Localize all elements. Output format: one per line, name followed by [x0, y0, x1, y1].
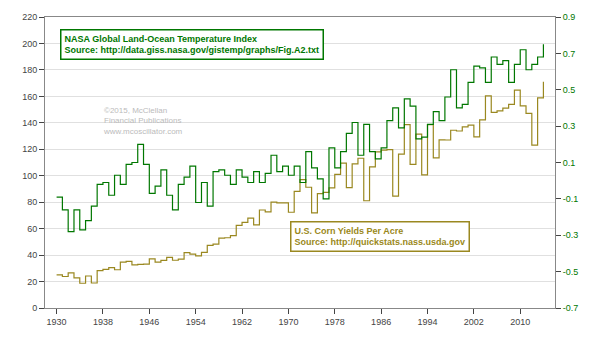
- svg-text:0.7: 0.7: [563, 49, 576, 59]
- svg-text:-0.3: -0.3: [563, 230, 579, 240]
- svg-text:100: 100: [22, 171, 37, 181]
- svg-text:NASA Global Land-Ocean Tempera: NASA Global Land-Ocean Temperature Index…: [65, 34, 320, 56]
- svg-text:-0.5: -0.5: [563, 267, 579, 277]
- svg-text:220: 220: [22, 12, 37, 22]
- svg-text:-0.1: -0.1: [563, 194, 579, 204]
- svg-text:160: 160: [22, 92, 37, 102]
- svg-text:0.9: 0.9: [563, 12, 576, 22]
- svg-text:1970: 1970: [278, 317, 298, 327]
- svg-text:1962: 1962: [232, 317, 252, 327]
- svg-text:1994: 1994: [417, 317, 437, 327]
- svg-text:0: 0: [32, 303, 37, 313]
- svg-text:2010: 2010: [510, 317, 530, 327]
- svg-text:1954: 1954: [186, 317, 206, 327]
- svg-text:0.3: 0.3: [563, 121, 576, 131]
- svg-text:20: 20: [27, 277, 37, 287]
- svg-text:0.1: 0.1: [563, 158, 576, 168]
- svg-text:140: 140: [22, 118, 37, 128]
- svg-text:1930: 1930: [47, 317, 67, 327]
- svg-text:120: 120: [22, 144, 37, 154]
- svg-text:1938: 1938: [93, 317, 113, 327]
- svg-text:0.5: 0.5: [563, 85, 576, 95]
- svg-text:-0.7: -0.7: [563, 303, 579, 313]
- svg-text:©2015, McClellanFinancial Publ: ©2015, McClellanFinancial Publicationsww…: [103, 106, 183, 136]
- svg-text:1946: 1946: [139, 317, 159, 327]
- svg-text:80: 80: [27, 197, 37, 207]
- svg-text:60: 60: [27, 224, 37, 234]
- svg-text:U.S. Corn Yields Per AcreSourc: U.S. Corn Yields Per AcreSource: http://…: [295, 226, 466, 248]
- svg-text:200: 200: [22, 39, 37, 49]
- svg-text:1978: 1978: [325, 317, 345, 327]
- svg-text:40: 40: [27, 250, 37, 260]
- svg-text:180: 180: [22, 65, 37, 75]
- svg-text:2002: 2002: [464, 317, 484, 327]
- svg-text:1986: 1986: [371, 317, 391, 327]
